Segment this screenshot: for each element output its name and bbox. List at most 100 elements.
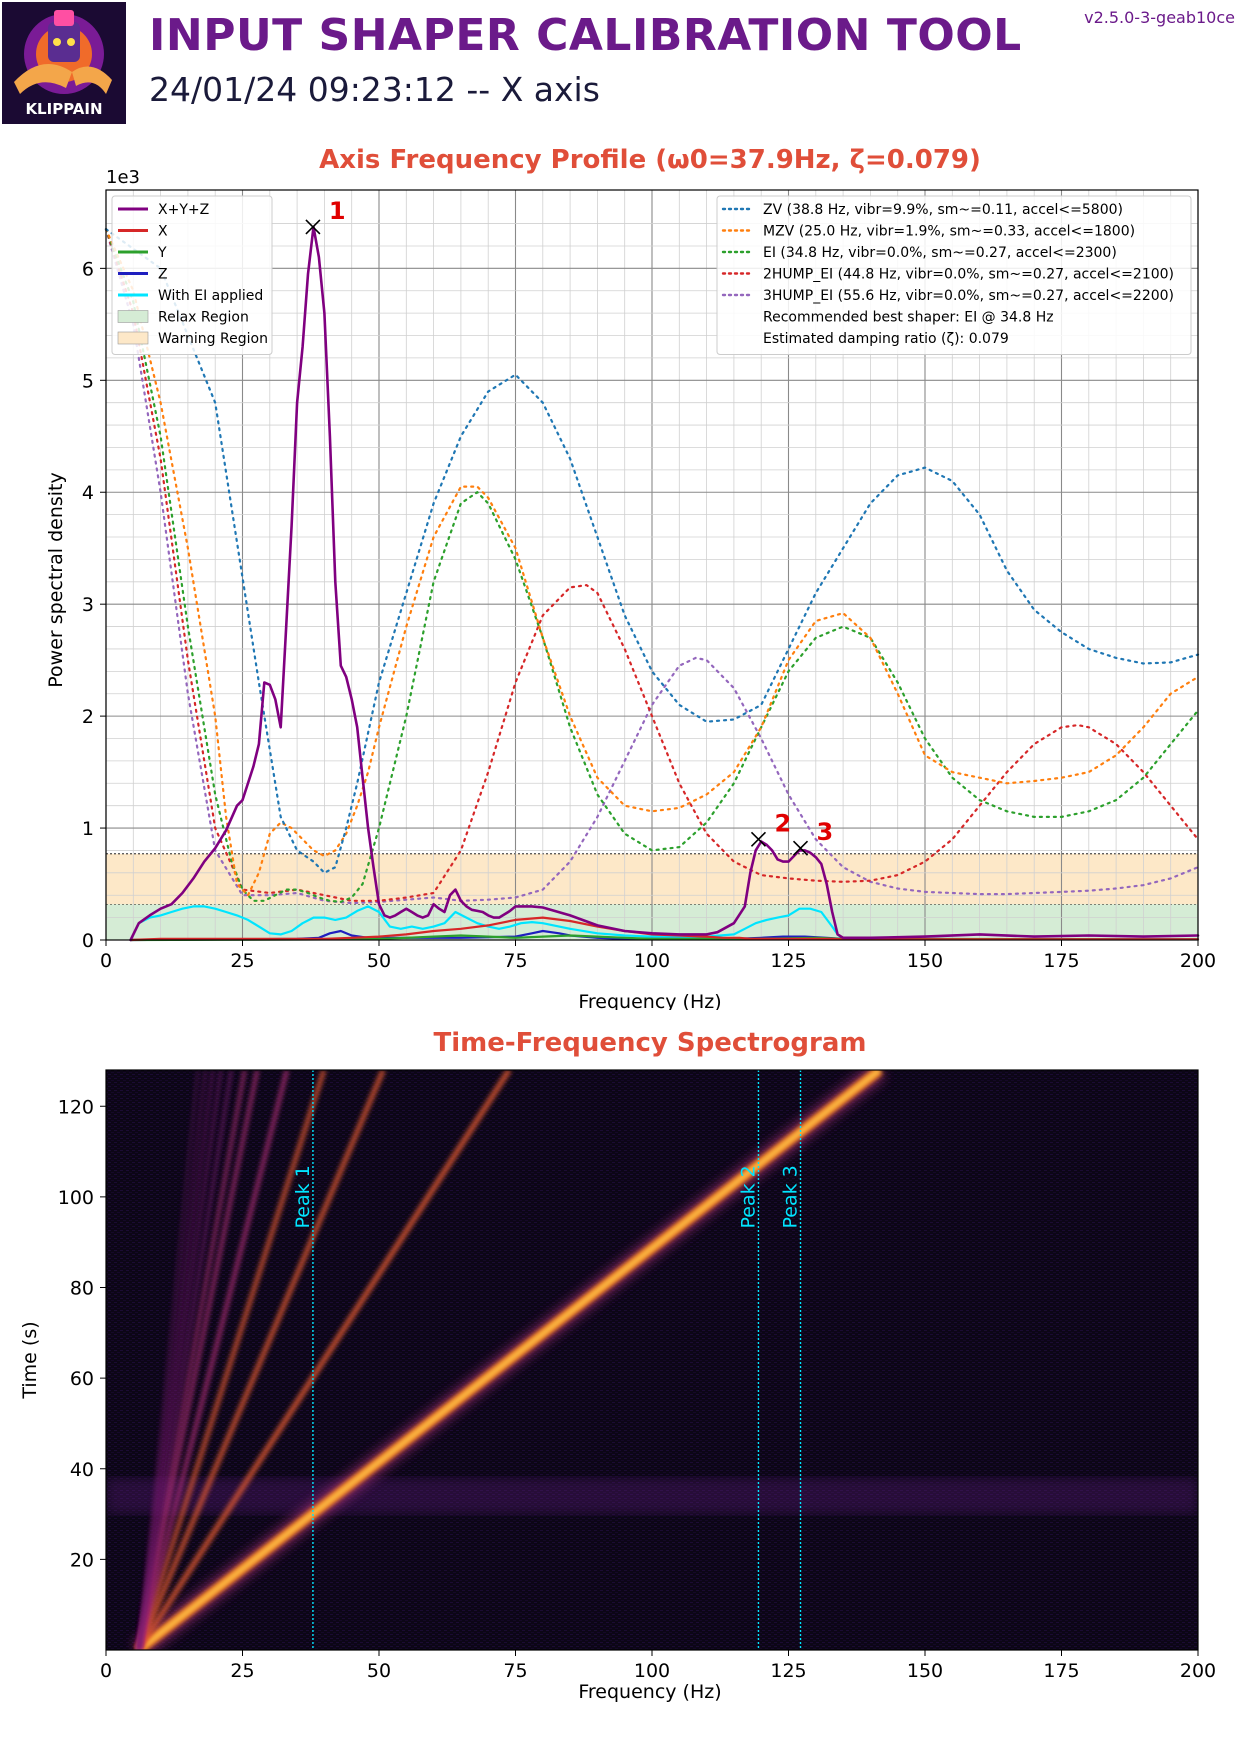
harmonic-line [137,1070,234,1650]
series-line [104,228,1200,897]
y-tick-label: 60 [70,1368,94,1390]
logo-text: KLIPPAIN [25,100,102,118]
x-tick-label: 175 [1043,950,1079,972]
legend-label: Recommended best shaper: EI @ 34.8 Hz [763,310,1054,326]
legend-label: With EI applied [158,288,263,304]
y-tick-label: 0 [82,930,94,952]
legend-swatch [117,331,149,345]
x-tick-label: 125 [770,950,806,972]
peak-marker [750,831,767,847]
legend-label: EI (34.8 Hz, vibr=0.0%, sm~=0.27, accel<… [763,245,1117,261]
page-title: INPUT SHAPER CALIBRATION TOOL [149,10,1022,61]
version-label: v2.5.0-3-geab10ce [1084,8,1235,27]
legend-label: 3HUMP_EI (55.6 Hz, vibr=0.0%, sm~=0.27, … [763,288,1174,304]
series-line [104,228,1200,874]
psd-chart-title: Axis Frequency Profile (ω0=37.9Hz, ζ=0.0… [319,145,981,175]
x-tick-label: 0 [100,1660,112,1682]
x-tick-label: 25 [230,1660,254,1682]
peak-label: 1 [329,197,346,225]
peak-line-label: Peak 3 [780,1165,802,1228]
harmonic-line [136,1070,327,1650]
legend-label: 2HUMP_EI (44.8 Hz, vibr=0.0%, sm~=0.27, … [763,267,1174,283]
x-tick-label: 100 [634,1660,670,1682]
series-line [129,929,1200,942]
peak-line-label: Peak 2 [737,1165,759,1228]
harmonic-line [136,1070,290,1650]
peak-line-label: Peak 1 [292,1165,314,1228]
x-tick-label: 200 [1180,950,1216,972]
legend-label: Y [157,245,167,261]
x-tick-label: 75 [503,950,527,972]
psd-legend-left: X+Y+Z XYZ With EI applied Relax Region Warni… [111,195,273,355]
harmonic-line [136,1070,260,1650]
spectrogram-noise [106,1070,1198,1650]
axis-frequency-profile-chart: Axis Frequency Profile (ω0=37.9Hz, ζ=0.0… [45,145,1216,1010]
psd-y-label: Power spectral density [45,472,67,687]
y-tick-label: 80 [70,1278,94,1300]
y-tick-label: 2 [82,706,94,728]
x-tick-label: 100 [634,950,670,972]
y-tick-label: 4 [82,482,94,504]
peak-marker [305,219,321,235]
x-tick-label: 50 [367,950,391,972]
peak-label: 2 [774,809,791,837]
legend-box-right [716,195,1192,355]
legend-label: Z [158,267,168,283]
x-tick-label: 200 [1180,1660,1216,1682]
psd-x-label: Frequency (Hz) [578,991,721,1010]
legend-label: MZV (25.0 Hz, vibr=1.9%, sm~=0.33, accel… [763,224,1135,240]
y-tick-label: 100 [58,1187,94,1209]
x-tick-label: 150 [907,1660,943,1682]
y-tick-label: 40 [70,1459,94,1481]
harmonic-line [136,1070,512,1650]
peak-label: 3 [817,818,834,846]
series-line [104,228,1200,902]
page-subtitle: 24/01/24 09:23:12 -- X axis [149,70,600,109]
x-tick-label: 175 [1043,1660,1079,1682]
psd-y-multiplier: 1e3 [106,167,140,188]
x-tick-label: 50 [367,1660,391,1682]
legend-label: ZV (38.8 Hz, vibr=9.9%, sm~=0.11, accel<… [763,202,1123,218]
y-tick-label: 3 [82,594,94,616]
legend-label: X+Y+Z [158,202,209,218]
harmonic-line [136,1070,247,1650]
peak-marker [792,840,809,856]
psd-series [104,225,1200,942]
y-tick-label: 120 [58,1096,94,1118]
harmonic-line [137,1070,207,1650]
y-tick-label: 5 [82,370,94,392]
harmonic-line [137,1070,200,1650]
x-tick-label: 25 [230,950,254,972]
y-tick-label: 20 [70,1549,94,1571]
psd-grid [105,190,1199,941]
spectrogram-axes: 0 25 50 75 100 125 150 175 200 20 40 60 80 100 120 [58,1069,1216,1682]
y-tick-label: 6 [82,258,94,280]
spec-x-label: Frequency (Hz) [578,1681,721,1703]
series-line [104,228,1200,905]
legend-box-left [111,195,273,355]
x-tick-label: 125 [770,1660,806,1682]
klippain-logo: KLIPPAIN [2,2,126,124]
legend-label: Estimated damping ratio (ζ): 0.079 [763,331,1009,347]
spectrogram-plot [106,1070,1198,1650]
x-tick-label: 75 [503,1660,527,1682]
series-line [129,905,1200,942]
legend-label: Warning Region [158,331,268,347]
legend-label: Relax Region [158,310,249,326]
harmonic-line [136,1070,386,1650]
series-line [129,225,1200,942]
resonance-band [106,1477,1198,1515]
series-line [104,228,1200,904]
header: KLIPPAIN INPUT SHAPER CALIBRATION TOOL 2… [0,0,1245,130]
spec-y-label: Time (s) [19,1321,41,1399]
x-tick-label: 150 [907,950,943,972]
legend-label: X [158,224,168,240]
harmonic-core [137,1070,881,1650]
y-tick-label: 1 [82,818,94,840]
psd-peaks: 1 2 3 [305,197,834,856]
spectrogram-peak-lines: Peak 1 Peak 2 Peak 3 [292,1070,802,1650]
spec-chart-title: Time-Frequency Spectrogram [434,1028,867,1058]
legend-swatch [117,310,149,323]
